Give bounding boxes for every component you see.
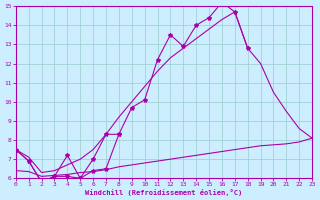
X-axis label: Windchill (Refroidissement éolien,°C): Windchill (Refroidissement éolien,°C)	[85, 189, 243, 196]
